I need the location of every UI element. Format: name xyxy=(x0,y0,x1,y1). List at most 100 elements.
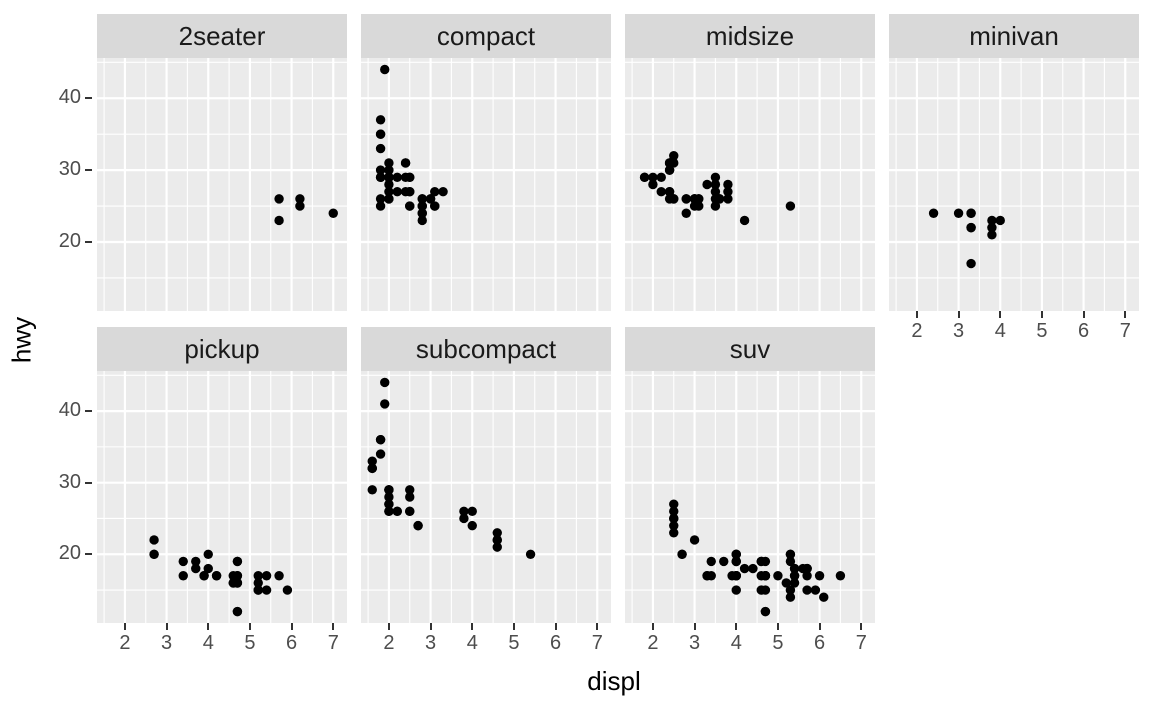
data-point xyxy=(178,571,188,581)
facet-panel-minivan xyxy=(889,58,1139,311)
data-point xyxy=(710,201,721,211)
y-tick-mark xyxy=(85,481,92,484)
data-point xyxy=(987,215,997,226)
panel-background xyxy=(889,58,1139,311)
data-point xyxy=(375,115,386,125)
data-point xyxy=(417,194,427,204)
x-tick-label: 2 xyxy=(383,632,395,654)
data-point xyxy=(731,556,741,567)
data-point xyxy=(430,201,440,211)
data-point xyxy=(648,172,658,183)
facet-strip-label: suv xyxy=(729,334,771,364)
data-point xyxy=(669,194,679,204)
data-point xyxy=(814,571,825,581)
data-point xyxy=(681,208,691,218)
data-point xyxy=(677,549,687,559)
data-point xyxy=(328,208,338,218)
facet-strip-minivan: minivan xyxy=(889,14,1139,58)
data-point xyxy=(375,165,386,175)
data-point xyxy=(639,172,650,183)
data-point xyxy=(669,151,679,161)
data-point xyxy=(380,64,390,75)
data-point xyxy=(384,506,394,517)
data-point xyxy=(789,563,800,574)
data-point xyxy=(253,585,263,595)
y-tick-mark xyxy=(85,169,92,172)
data-point xyxy=(203,563,213,574)
data-point xyxy=(417,215,427,226)
data-point xyxy=(191,563,201,574)
data-point xyxy=(995,215,1005,226)
data-point xyxy=(689,194,700,204)
facet-strip-label: pickup xyxy=(184,334,260,364)
data-point xyxy=(405,172,415,183)
facet-panel-midsize xyxy=(625,58,875,311)
data-point xyxy=(987,222,997,233)
y-axis-title: hwy xyxy=(6,316,37,364)
x-tick-label: 2 xyxy=(647,632,659,654)
facet-strip-2seater: 2seater xyxy=(97,14,347,58)
panel-background xyxy=(625,371,875,623)
data-point xyxy=(261,585,272,595)
y-tick-label: 20 xyxy=(58,542,81,565)
data-point xyxy=(384,485,394,495)
data-point xyxy=(669,499,679,509)
facet-strip-label: subcompact xyxy=(415,334,557,364)
data-point xyxy=(966,208,976,218)
data-point xyxy=(492,528,502,538)
x-tick-label: 4 xyxy=(202,632,214,654)
facet-strip-subcompact: subcompact xyxy=(361,327,611,371)
panel-background xyxy=(361,58,611,311)
data-point xyxy=(384,158,394,168)
data-point xyxy=(739,563,750,574)
data-point xyxy=(413,520,423,531)
y-tick-mark xyxy=(85,410,92,413)
data-point xyxy=(380,377,390,388)
data-point xyxy=(664,186,675,197)
x-tick-mark xyxy=(776,623,779,630)
x-tick-mark xyxy=(596,623,599,630)
x-tick-mark xyxy=(429,623,432,630)
panel-background xyxy=(97,58,347,311)
data-point xyxy=(253,578,263,588)
data-point xyxy=(384,499,394,509)
x-tick-mark xyxy=(471,623,474,630)
x-tick-mark xyxy=(818,623,821,630)
x-tick-mark xyxy=(554,623,557,630)
data-point xyxy=(384,194,394,204)
data-point xyxy=(781,578,791,588)
data-point xyxy=(392,506,402,517)
y-tick-mark xyxy=(85,553,92,556)
x-tick-label: 3 xyxy=(953,320,965,342)
data-point xyxy=(689,201,700,211)
facet-strip-compact: compact xyxy=(361,14,611,58)
facet-strip-label: 2seater xyxy=(178,21,266,51)
data-point xyxy=(802,571,812,581)
data-point xyxy=(400,158,411,168)
data-point xyxy=(785,585,796,595)
panel-background xyxy=(97,371,347,623)
data-point xyxy=(425,194,436,204)
data-point xyxy=(253,571,263,581)
facet-strip-midsize: midsize xyxy=(625,14,875,58)
data-point xyxy=(802,563,812,574)
data-point xyxy=(384,165,394,175)
x-tick-label: 4 xyxy=(466,632,478,654)
data-point xyxy=(261,571,272,581)
data-point xyxy=(802,585,812,595)
x-tick-label: 7 xyxy=(1119,320,1131,342)
data-point xyxy=(669,520,679,531)
panel-background xyxy=(361,371,611,623)
data-point xyxy=(405,506,415,517)
x-tick-label: 2 xyxy=(119,632,131,654)
x-tick-label: 5 xyxy=(1036,320,1048,342)
x-tick-label: 6 xyxy=(1078,320,1090,342)
x-tick-mark xyxy=(512,623,515,630)
x-tick-label: 7 xyxy=(591,632,603,654)
data-point xyxy=(656,172,666,183)
x-tick-mark xyxy=(387,623,390,630)
data-point xyxy=(384,186,394,197)
x-tick-mark xyxy=(1040,311,1043,318)
data-point xyxy=(392,186,402,197)
x-tick-mark xyxy=(332,623,335,630)
